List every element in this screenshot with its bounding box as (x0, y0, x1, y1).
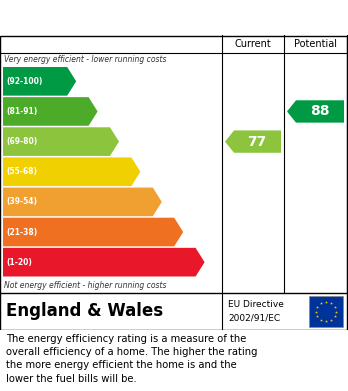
Text: E: E (163, 196, 171, 208)
Text: (1-20): (1-20) (6, 258, 32, 267)
Text: Not energy efficient - higher running costs: Not energy efficient - higher running co… (4, 282, 166, 291)
Polygon shape (3, 188, 162, 216)
Text: (55-68): (55-68) (6, 167, 37, 176)
Text: England & Wales: England & Wales (6, 303, 163, 321)
Text: (92-100): (92-100) (6, 77, 42, 86)
Text: B: B (98, 105, 108, 118)
Text: The energy efficiency rating is a measure of the
overall efficiency of a home. T: The energy efficiency rating is a measur… (6, 334, 258, 384)
Text: 2002/91/EC: 2002/91/EC (228, 314, 280, 323)
Polygon shape (3, 127, 119, 156)
Polygon shape (3, 67, 76, 96)
Text: 77: 77 (247, 135, 267, 149)
Text: Energy Efficiency Rating: Energy Efficiency Rating (8, 10, 218, 25)
Bar (309, 296, 343, 327)
Text: Current: Current (235, 39, 271, 49)
Text: A: A (77, 75, 87, 88)
Text: EU Directive: EU Directive (228, 300, 284, 309)
Text: 88: 88 (310, 104, 329, 118)
Text: (81-91): (81-91) (6, 107, 37, 116)
Polygon shape (3, 218, 183, 246)
Text: C: C (120, 135, 129, 148)
Text: D: D (141, 165, 152, 178)
Text: Potential: Potential (294, 39, 337, 49)
Text: (39-54): (39-54) (6, 197, 37, 206)
Polygon shape (225, 131, 281, 153)
Text: G: G (206, 256, 216, 269)
Polygon shape (3, 248, 205, 276)
Text: F: F (184, 226, 193, 239)
Text: Very energy efficient - lower running costs: Very energy efficient - lower running co… (4, 54, 166, 63)
Polygon shape (3, 97, 97, 126)
Polygon shape (3, 158, 140, 186)
Text: (21-38): (21-38) (6, 228, 37, 237)
Text: (69-80): (69-80) (6, 137, 37, 146)
Polygon shape (287, 100, 344, 123)
